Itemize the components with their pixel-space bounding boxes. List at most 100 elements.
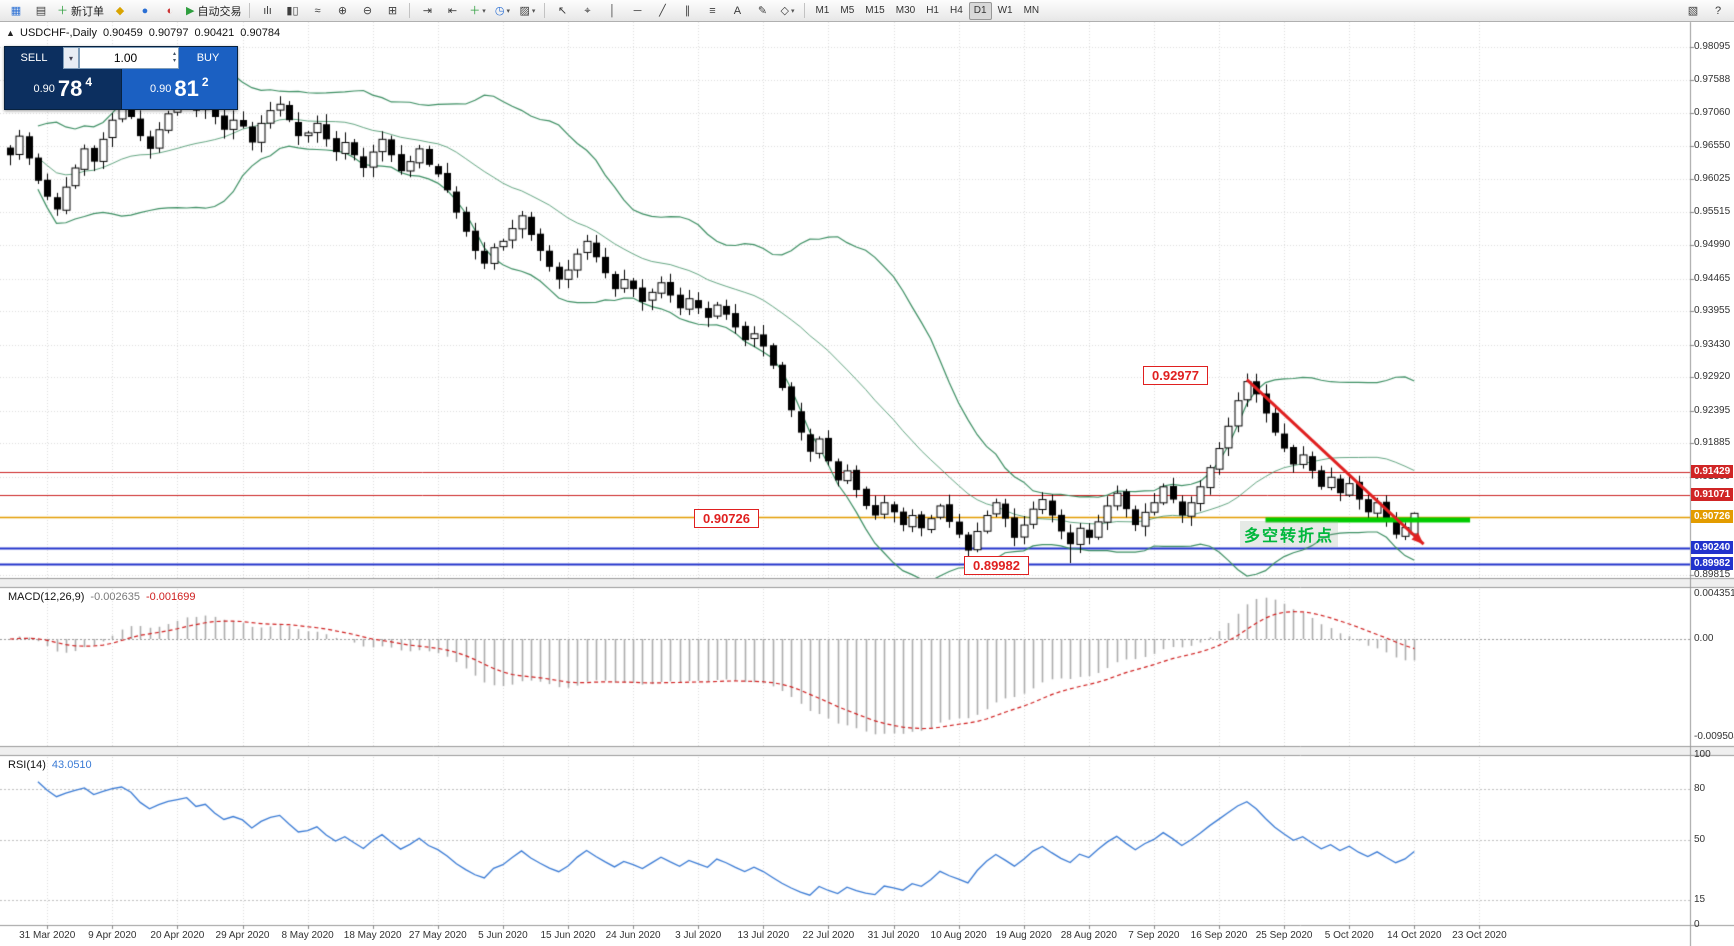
trendline-button[interactable]: ╱ [650,2,674,20]
text-tool-button[interactable]: A [725,2,749,20]
macd-signal-value: -0.001699 [145,591,196,603]
peak-price-label[interactable]: 0.92977 [1143,366,1208,385]
help-button[interactable]: ? [1706,2,1730,20]
chart-candles-icon: ▮▯ [286,4,299,17]
timeframe-m5-button[interactable]: M5 [840,4,855,16]
low-value: 0.90421 [194,27,235,39]
fibonacci-button[interactable]: ≡ [700,2,724,20]
new-order-label: 新订单 [71,5,104,18]
low-price-label[interactable]: 0.89982 [964,556,1029,575]
toolbar-separator [804,3,806,18]
community-icon: ● [141,4,149,17]
news-button[interactable]: ◐ [158,2,182,20]
timeframe-h1-button[interactable]: H1 [926,4,939,16]
fullscreen-icon: ▧ [1687,4,1699,17]
autotrade-icon: ▶ [186,4,195,17]
chevron-down-icon: ▾ [531,7,536,15]
close-value: 0.90784 [240,27,281,39]
help-icon: ? [1714,4,1722,17]
channel-button[interactable]: ∥ [675,2,699,20]
high-value: 0.90797 [148,27,189,39]
template-button[interactable]: ▨ ▾ [515,2,539,20]
toolbar-separator [409,3,411,18]
chart-bars-icon: ılı [263,4,272,17]
sell-button[interactable]: SELL [5,47,63,69]
label-tool-button[interactable]: ✎ [750,2,774,20]
mql5-button[interactable]: ◆ [108,2,132,20]
timeframe-mn-button[interactable]: MN [1023,4,1040,16]
rsi-value: 43.0510 [51,759,92,771]
chevron-down-icon: ▾ [482,7,486,15]
pivot-point-label[interactable]: 多空转折点 [1240,521,1339,547]
support-price-label[interactable]: 0.90726 [694,509,759,528]
tile-windows-button[interactable]: ⊞ [380,2,404,20]
chart-window-icon: ▦ [10,4,22,17]
auto-scroll-button[interactable]: ⇤ [440,2,464,20]
autotrade-label: 自动交易 [197,5,242,18]
text-tool-icon: A [733,4,742,17]
periods-button[interactable]: ◷ ▾ [490,2,514,20]
chevron-down-icon: ▾ [68,53,73,63]
vertical-line-icon: │ [609,4,616,17]
vertical-line-button[interactable]: │ [600,2,624,20]
label-tool-icon: ✎ [757,4,768,17]
ask-pip-digit: 2 [201,75,209,89]
volume-stepper[interactable]: ▴ ▾ [171,51,178,65]
autotrade-button[interactable]: ▶ 自动交易 [183,2,244,20]
chart-candles-button[interactable]: ▮▯ [280,2,304,20]
cursor-button[interactable]: ↖ [550,2,574,20]
chevron-down-icon: ▾ [506,7,511,15]
volume-input[interactable] [80,50,171,66]
new-chart-button[interactable]: ▦ [4,2,28,20]
add-indicator-icon: ＋ [469,4,481,17]
shapes-icon: ◇ [780,4,789,17]
chart-line-icon: ≈ [314,4,321,17]
buy-price-button[interactable]: 0.90 81 2 [121,69,237,109]
horizontal-line-button[interactable]: ─ [625,2,649,20]
profiles-icon: ▤ [35,4,47,17]
ask-big-digits: 81 [174,76,199,101]
timeframe-m1-button[interactable]: M1 [815,4,830,16]
chart-title: USDCHF-,Daily 0.90459 0.90797 0.90421 0.9078… [20,27,286,39]
bid-pip-digit: 4 [85,75,93,89]
fibonacci-icon: ≡ [709,4,716,17]
chart-line-button[interactable]: ≈ [305,2,329,20]
timeframe-m15-button[interactable]: M15 [865,4,885,16]
shapes-button[interactable]: ◇ ▾ [775,2,799,20]
crosshair-button[interactable]: ⌖ [575,2,599,20]
chart-bars-button[interactable]: ılı [255,2,279,20]
new-order-button[interactable]: ＋新订单 [54,2,107,20]
toolbar-separator [249,3,251,18]
main-toolbar: ▦ ▤ ＋新订单 ◆ ● ◐ ▶ 自动交易 ılı ▮▯ ≈ ⊕ ⊖ ⊞ ⇥ ⇤ … [0,0,1734,22]
bid-prefix: 0.90 [33,83,55,95]
crosshair-icon: ⌖ [584,4,591,17]
spin-down-icon: ▾ [172,58,176,64]
chevron-down-icon: ▾ [790,7,795,15]
community-button[interactable]: ● [133,2,157,20]
cursor-icon: ↖ [557,4,568,17]
toolbar-separator [544,3,546,18]
chart-shift-button[interactable]: ⇥ [415,2,439,20]
timeframe-d1-button[interactable]: D1 [968,1,992,20]
chart-shift-icon: ⇥ [422,4,433,17]
buy-button[interactable]: BUY [179,47,237,69]
timeframe-h4-button[interactable]: H4 [949,4,963,16]
horizontal-line-icon: ─ [633,4,642,17]
zoom-in-button[interactable]: ⊕ [330,2,354,20]
fullscreen-button[interactable]: ▧ [1681,2,1705,20]
volume-box: ▴ ▾ [79,47,179,69]
timeframe-m30-button[interactable]: M30 [895,4,916,16]
periods-icon: ◷ [494,4,505,17]
one-click-trading-toggle-icon[interactable]: ▲ [6,28,15,38]
profiles-button[interactable]: ▤ [29,2,53,20]
add-indicator-button[interactable]: ＋ ▾ [465,2,489,20]
timeframe-w1-button[interactable]: W1 [997,4,1013,16]
volume-dropdown-button[interactable]: ▾ [63,47,79,69]
sell-price-button[interactable]: 0.90 78 4 [5,69,122,109]
bid-big-digits: 78 [57,76,83,101]
zoom-out-button[interactable]: ⊖ [355,2,379,20]
macd-main-value: -0.002635 [90,591,140,603]
spin-up-icon: ▴ [172,51,176,57]
